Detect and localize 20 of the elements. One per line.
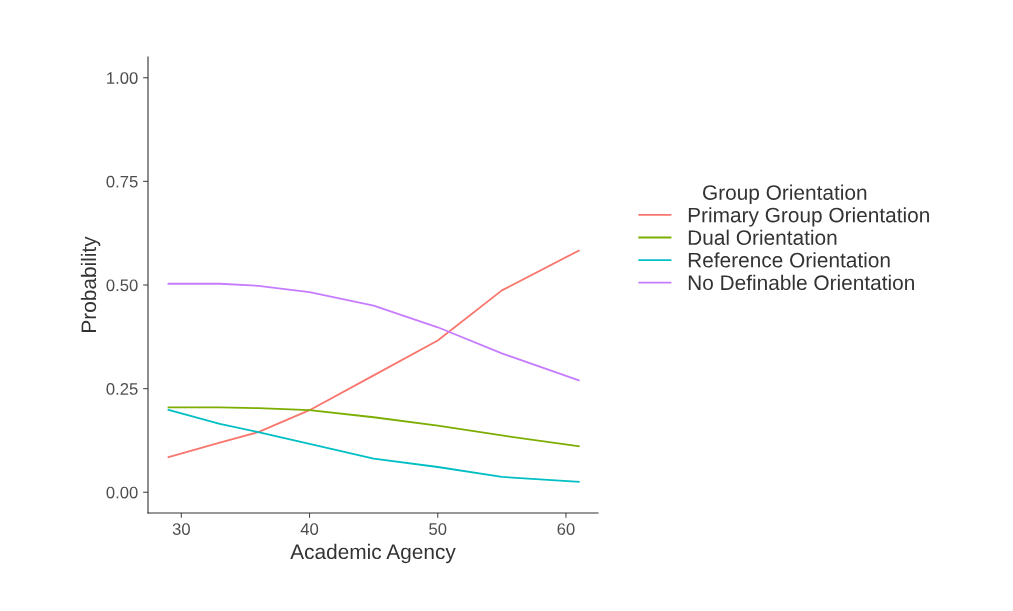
x-tick-label: 60: [557, 523, 575, 535]
legend-label: Reference Orientation: [688, 252, 890, 268]
line-series: [167, 282, 580, 382]
legend-title: Group Orientation: [703, 184, 867, 205]
line-series: [167, 249, 580, 458]
legend-label: Dual Orientation: [688, 229, 837, 245]
y-tick-label: 0.75: [106, 175, 138, 188]
x-tick-label: 40: [300, 523, 319, 535]
y-tick-label: 0.50: [106, 279, 138, 292]
x-axis-title: Academic Agency: [290, 543, 456, 564]
y-tick-label: 1.00: [107, 72, 138, 84]
x-tick-label: 30: [172, 523, 190, 535]
line-series: [167, 406, 580, 448]
line-series: [167, 408, 580, 483]
y-tick-label: 0.00: [106, 486, 138, 499]
y-tick-label: 0.25: [106, 383, 138, 395]
legend-label: Primary Group Orientation: [688, 207, 929, 227]
legend-label: No Definable Orientation: [688, 274, 914, 291]
x-tick-label: 50: [429, 523, 447, 535]
y-axis-title: Probability: [80, 236, 101, 332]
